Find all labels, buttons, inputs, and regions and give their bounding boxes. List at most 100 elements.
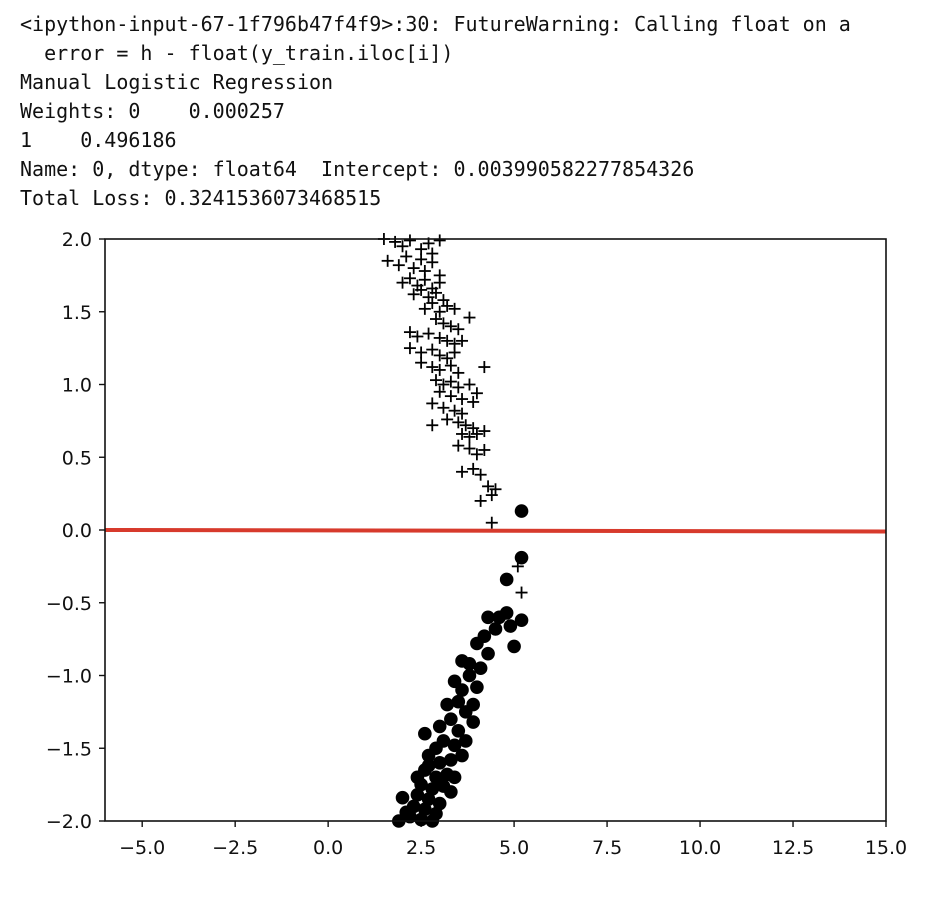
plus-point — [418, 273, 431, 286]
plus-point — [459, 419, 472, 432]
plus-point — [456, 427, 469, 440]
y-tick-label: 1.0 — [62, 375, 92, 397]
circle-point — [432, 756, 447, 770]
circle-point — [473, 661, 488, 676]
circle-point — [447, 770, 462, 785]
plus-point — [433, 276, 446, 289]
warning-line: <ipython-input-67-1f796b47f4f9>:30: Futu… — [20, 12, 851, 36]
circle-point — [455, 748, 469, 763]
plus-point — [452, 416, 465, 429]
circle-point — [492, 610, 507, 625]
plus-point — [456, 334, 469, 347]
y-tick-label: −1.5 — [46, 738, 92, 760]
circle-point — [421, 748, 436, 763]
y-tick-label: −2.0 — [46, 811, 92, 833]
plus-point — [392, 259, 405, 272]
plus-point — [448, 404, 461, 417]
x-tick-label: 12.5 — [772, 837, 814, 859]
circle-point — [440, 697, 454, 712]
plus-point — [456, 393, 469, 406]
circle-point — [481, 610, 495, 625]
plus-point — [470, 387, 483, 400]
plus-point — [389, 235, 402, 248]
plus-point — [463, 378, 476, 391]
intercept-line: Name: 0, dtype: float64 Intercept: 0.003… — [20, 157, 695, 181]
plus-point — [470, 448, 483, 461]
plus-point — [433, 305, 446, 318]
plus-point — [463, 430, 476, 443]
plus-point — [441, 334, 454, 347]
warning-source-line: error = h - float(y_train.iloc[i]) — [20, 41, 454, 65]
circle-point — [462, 668, 477, 683]
plus-point — [463, 311, 476, 324]
plus-point — [433, 349, 446, 362]
circle-point — [466, 715, 480, 729]
circle-point — [410, 788, 425, 802]
x-tick-label: −5.0 — [119, 837, 165, 859]
plus-point — [426, 297, 439, 310]
plus-point — [396, 276, 409, 289]
circle-point — [481, 646, 495, 661]
plus-point — [478, 361, 491, 374]
plus-point — [426, 419, 439, 432]
circle-point — [514, 504, 529, 518]
plus-point — [418, 302, 431, 315]
y-tick-label: 1.5 — [62, 302, 92, 324]
plus-point — [444, 320, 457, 333]
weights-line: Weights: 0 0.000257 — [20, 99, 285, 123]
x-tick-label: 0.0 — [313, 837, 343, 859]
plus-point — [470, 427, 483, 440]
plus-point — [463, 442, 476, 455]
circle-point — [418, 726, 432, 741]
circle-marker-series — [392, 504, 529, 828]
plus-point — [433, 234, 446, 247]
plus-point — [482, 480, 495, 493]
plus-point — [474, 494, 487, 507]
circle-point — [444, 785, 458, 799]
x-tick-label: 5.0 — [499, 837, 529, 859]
plus-point — [433, 363, 446, 376]
total-loss-line: Total Loss: 0.3241536073468515 — [20, 186, 382, 210]
x-tick-label: 7.5 — [592, 837, 622, 859]
circle-point — [447, 738, 462, 753]
plus-point — [426, 397, 439, 410]
plus-point — [437, 401, 450, 414]
y-tick-label: −1.0 — [46, 666, 92, 688]
plus-point — [433, 331, 446, 344]
plus-point — [515, 586, 528, 599]
plus-point — [415, 356, 428, 369]
circle-point — [499, 572, 514, 587]
plus-point — [429, 286, 442, 299]
plus-point — [407, 288, 420, 301]
circle-point — [399, 805, 414, 820]
circle-point — [466, 697, 480, 712]
plus-point — [415, 283, 428, 296]
circle-point — [421, 758, 436, 773]
model-title-line: Manual Logistic Regression — [20, 70, 334, 94]
y-tick-label: 0.0 — [62, 520, 92, 542]
y-axis-ticks: 2.0 1.5 1.0 0.5 0.0 −0.5 −1.0 −1.5 −2.0 — [46, 229, 105, 833]
x-tick-label: 2.5 — [406, 837, 436, 859]
circle-point — [455, 683, 469, 697]
plus-point — [403, 342, 416, 355]
plus-point — [452, 366, 465, 379]
x-tick-label: 10.0 — [679, 837, 721, 859]
circle-point — [470, 636, 484, 651]
y-tick-label: −0.5 — [46, 593, 92, 615]
plus-point — [396, 240, 409, 253]
circle-point — [507, 639, 521, 654]
plus-point — [426, 361, 439, 374]
plus-point — [452, 439, 465, 452]
plus-point — [415, 253, 428, 266]
circle-point — [444, 753, 458, 767]
decision-boundary-line — [104, 528, 887, 534]
plus-point — [485, 489, 498, 502]
circle-point — [414, 812, 428, 827]
y-tick-label: 2.0 — [62, 229, 92, 251]
plus-point — [441, 413, 454, 426]
plus-point — [485, 516, 498, 529]
plus-point — [467, 395, 480, 408]
plus-point — [426, 256, 439, 269]
plot-frame — [104, 238, 887, 822]
